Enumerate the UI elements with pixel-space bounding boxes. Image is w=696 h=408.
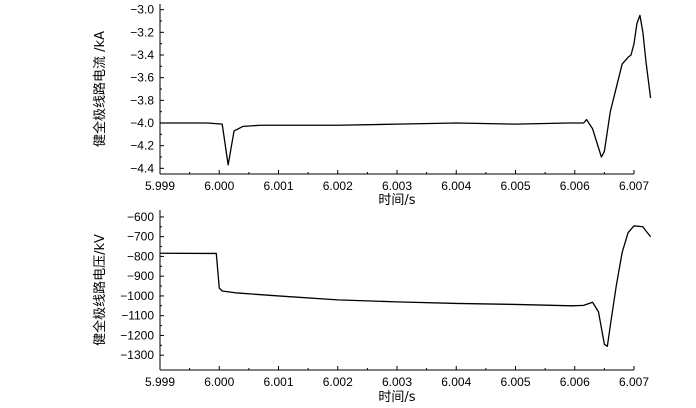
x-tick-label: 6.007 <box>619 375 649 389</box>
x-tick-label: 6.005 <box>500 179 530 193</box>
x-tick-label: 6.000 <box>204 375 234 389</box>
x-tick-label: 5.999 <box>145 375 175 389</box>
y-tick-label: −1000 <box>120 289 154 303</box>
x-tick-label: 6.007 <box>619 179 649 193</box>
y-tick-label: −3.4 <box>130 48 154 62</box>
x-tick-label: 6.002 <box>323 375 353 389</box>
x-tick-label: 6.002 <box>323 179 353 193</box>
y-axis-title: 健全极线路电流 /kA <box>92 31 108 147</box>
y-tick-label: −3.0 <box>130 3 154 17</box>
y-tick-label: −800 <box>127 249 154 263</box>
y-tick-label: −3.2 <box>130 25 154 39</box>
y-tick-label: −4.2 <box>130 139 154 153</box>
x-tick-label: 5.999 <box>145 179 175 193</box>
series-line <box>160 14 652 166</box>
x-tick-label: 6.006 <box>560 375 590 389</box>
series-line <box>159 225 652 347</box>
y-tick-label: −4.0 <box>130 116 154 130</box>
x-axis-title: 时间/s <box>378 193 415 208</box>
y-tick-label: −700 <box>127 230 154 244</box>
voltage-panel: 5.999 6.000 6.001 6.002 6.003 6.004 6.005 6.006… <box>92 210 652 405</box>
x-tick-label: 6.004 <box>441 179 471 193</box>
x-tick-label: 6.000 <box>204 179 234 193</box>
x-tick-label: 6.004 <box>441 375 471 389</box>
y-axis-title: 健全极线路电压/kV <box>92 234 108 346</box>
y-tick-label: −4.4 <box>130 161 154 175</box>
y-tick-label: −3.8 <box>130 93 154 107</box>
x-axis-title: 时间/s <box>378 390 415 405</box>
y-tick-label: −600 <box>127 210 154 224</box>
current-panel: 5.999 6.000 6.001 6.002 6.003 6.004 6.005 6.006… <box>92 3 652 208</box>
x-tick-label: 6.003 <box>382 179 412 193</box>
y-tick-label: −900 <box>127 269 154 283</box>
x-tick-label: 6.005 <box>500 375 530 389</box>
x-tick-label: 6.003 <box>382 375 412 389</box>
x-tick-label: 6.001 <box>263 179 293 193</box>
x-tick-label: 6.001 <box>263 375 293 389</box>
y-tick-label: −1300 <box>120 348 154 362</box>
y-tick-label: −1100 <box>121 309 154 323</box>
x-tick-label: 6.006 <box>560 179 590 193</box>
y-tick-label: −1200 <box>120 328 154 342</box>
y-tick-label: −3.6 <box>130 71 154 85</box>
